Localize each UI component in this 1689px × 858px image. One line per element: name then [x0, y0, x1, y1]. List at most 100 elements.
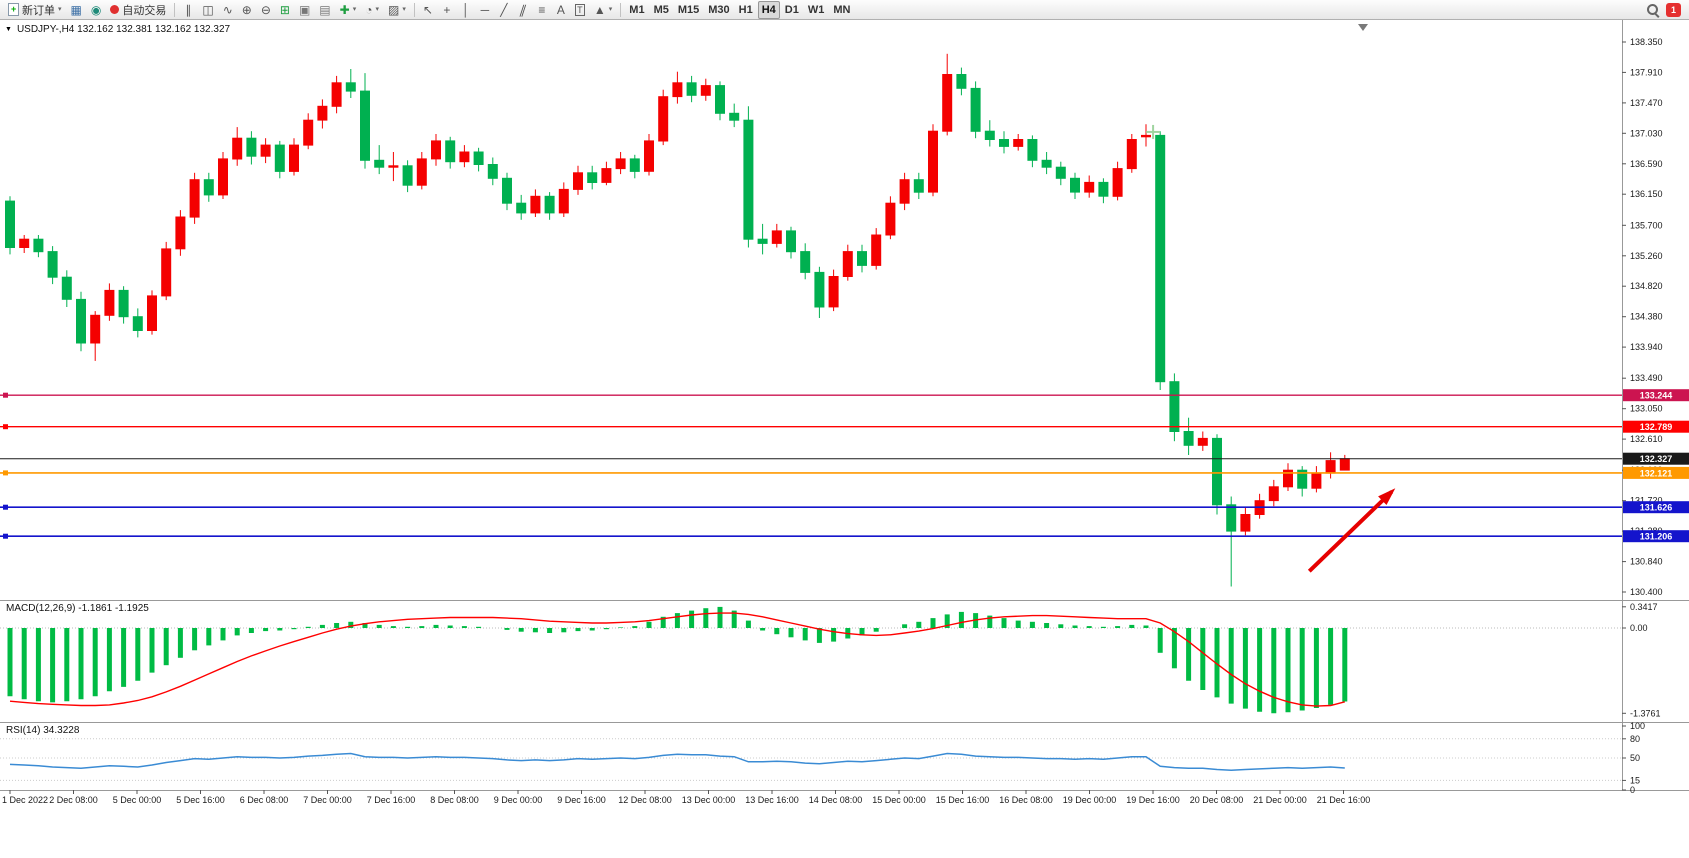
- candle-body: [246, 137, 257, 157]
- price-flag[interactable]: [1623, 501, 1689, 514]
- toolbar-separator: [413, 2, 415, 17]
- price-axis-label: 135.700: [1630, 220, 1663, 230]
- trend-arrow-line[interactable]: [1307, 490, 1394, 573]
- new-order-button[interactable]: 新订单 ▾: [4, 1, 66, 19]
- time-axis-label: 9 Dec 00:00: [494, 795, 543, 805]
- candle-body: [814, 271, 825, 308]
- timeframe-h4[interactable]: H4: [757, 0, 780, 19]
- rsi-axis-label: 15: [1630, 775, 1640, 785]
- candle-body: [984, 130, 995, 140]
- price-flag[interactable]: [1623, 466, 1689, 479]
- chevron-down-icon: ▾: [352, 6, 357, 13]
- timeframe-d1[interactable]: D1: [781, 1, 803, 19]
- line-handle[interactable]: [3, 533, 8, 539]
- arrange-windows-button[interactable]: ▣: [295, 1, 314, 19]
- candle-body: [516, 202, 527, 214]
- time-axis-label: 15 Dec 16:00: [936, 795, 990, 805]
- time-axis-label: 16 Dec 08:00: [999, 795, 1053, 805]
- cursor-icon: ↖: [422, 2, 433, 17]
- fibonacci-tool-button[interactable]: ≡: [533, 1, 551, 19]
- trendline-tool-button[interactable]: ╱: [495, 1, 513, 19]
- candle-body: [1112, 168, 1123, 197]
- candlestick-icon: ◫: [202, 2, 214, 17]
- cascade-windows-button[interactable]: ▤: [315, 1, 334, 19]
- timeframe-m15[interactable]: M15: [674, 1, 703, 19]
- line-handle[interactable]: [3, 504, 8, 510]
- time-axis-label: 7 Dec 00:00: [303, 795, 352, 805]
- market-watch-button[interactable]: ◉: [87, 1, 105, 19]
- candle-body: [558, 188, 569, 214]
- price-axis-label: 136.150: [1630, 189, 1663, 199]
- time-axis-label: 13 Dec 00:00: [682, 795, 736, 805]
- candle-body: [1240, 514, 1251, 532]
- candle-body: [19, 238, 30, 248]
- candle-body: [388, 165, 399, 168]
- shapes-tool-button[interactable]: ▲ ▾: [590, 1, 616, 19]
- timeframe-h1[interactable]: H1: [735, 1, 757, 19]
- line-handle[interactable]: [3, 424, 8, 430]
- timeframe-m30[interactable]: M30: [704, 1, 733, 19]
- candle-body: [999, 139, 1009, 147]
- candle-body: [800, 251, 811, 273]
- new-order-label: 新订单: [22, 4, 55, 17]
- bar-chart-button[interactable]: ∥: [179, 1, 197, 19]
- candle-body: [1183, 431, 1194, 446]
- time-axis-label: 19 Dec 00:00: [1063, 795, 1117, 805]
- price-flag[interactable]: [1623, 530, 1689, 543]
- candle-body: [842, 251, 853, 278]
- price-axis-label: 134.380: [1630, 312, 1663, 322]
- line-handle[interactable]: [3, 470, 8, 476]
- candle-body: [218, 158, 228, 196]
- periods-button[interactable]: ◔ ▾: [361, 1, 383, 19]
- candlestick-chart-button[interactable]: ◫: [198, 1, 217, 19]
- macd-axis-label: 0.3417: [1630, 602, 1658, 612]
- candle-body: [445, 140, 456, 163]
- line-handle[interactable]: [3, 392, 8, 398]
- candle-body: [857, 251, 867, 266]
- timeframe-w1[interactable]: W1: [804, 1, 829, 19]
- horizontal-line-tool-button[interactable]: ─: [476, 1, 494, 19]
- candle-body: [928, 130, 938, 193]
- line-chart-button[interactable]: ∿: [219, 1, 237, 19]
- candle-body: [1155, 134, 1166, 383]
- candle-body: [1098, 181, 1109, 197]
- candle-body: [1126, 139, 1137, 170]
- candle-body: [743, 119, 754, 240]
- cursor-tool-button[interactable]: ↖: [419, 1, 437, 19]
- vertical-line-tool-button[interactable]: │: [457, 1, 475, 19]
- candle-body: [1283, 469, 1293, 488]
- indicators-button[interactable]: ✚ ▾: [336, 1, 361, 19]
- auto-trading-button[interactable]: 自动交易: [106, 1, 170, 19]
- timeframe-mn[interactable]: MN: [829, 1, 854, 19]
- tile-windows-button[interactable]: ⊞: [276, 1, 294, 19]
- new-order-icon: [8, 3, 19, 16]
- text-label-tool-button[interactable]: T: [571, 1, 589, 19]
- zoom-in-icon: ⊕: [241, 2, 252, 17]
- price-axis-label: 133.050: [1630, 404, 1663, 414]
- crosshair-tool-button[interactable]: +: [438, 1, 456, 19]
- price-axis-label: 130.400: [1630, 587, 1663, 597]
- chart-menu-icon[interactable]: ▼: [5, 26, 12, 33]
- trend-arrow-head[interactable]: [1378, 488, 1396, 505]
- chart-shift-marker[interactable]: [1358, 24, 1368, 31]
- candle-body: [544, 195, 555, 214]
- price-flag[interactable]: [1623, 389, 1689, 402]
- rsi-axis-label: 100: [1630, 721, 1645, 731]
- search-icon[interactable]: [1646, 3, 1660, 17]
- zoom-in-button[interactable]: ⊕: [238, 1, 256, 19]
- candle-body: [47, 251, 58, 278]
- notifications-badge[interactable]: 1: [1666, 2, 1681, 17]
- chevron-down-icon: ▾: [58, 6, 62, 13]
- candle-body: [1070, 177, 1080, 193]
- templates-button[interactable]: ▨ ▾: [384, 1, 410, 19]
- zoom-out-button[interactable]: ⊖: [257, 1, 275, 19]
- timeframe-m5[interactable]: M5: [650, 1, 673, 19]
- charts-button[interactable]: ▦: [67, 1, 86, 19]
- channel-tool-button[interactable]: ∥: [514, 1, 532, 19]
- price-flag[interactable]: [1623, 420, 1689, 433]
- price-flag[interactable]: [1623, 452, 1689, 465]
- timeframe-m1[interactable]: M1: [625, 1, 648, 19]
- text-tool-button[interactable]: A: [552, 1, 570, 19]
- candle-body: [473, 151, 484, 165]
